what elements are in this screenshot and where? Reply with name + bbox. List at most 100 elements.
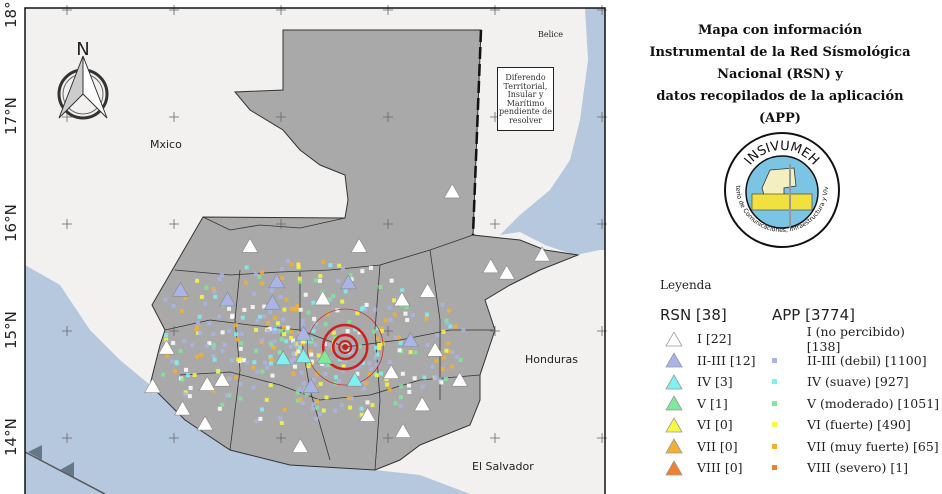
app-point <box>268 383 273 388</box>
app-point <box>299 370 304 375</box>
app-point <box>217 277 222 282</box>
app-point <box>292 364 297 369</box>
app-point <box>303 292 308 297</box>
app-point <box>280 276 285 281</box>
graticule-cross <box>169 5 179 15</box>
app-point <box>220 348 225 353</box>
graticule-cross <box>276 219 286 229</box>
app-point <box>251 291 256 296</box>
lat-tick-label: 17°N <box>2 97 20 135</box>
graticule-crosses <box>62 5 607 443</box>
app-point <box>227 376 232 381</box>
station-triangle <box>157 339 176 355</box>
app-point <box>251 385 256 390</box>
station-triangle <box>196 415 214 431</box>
graticule-cross <box>62 326 72 336</box>
app-point <box>300 323 305 328</box>
app-point <box>326 297 331 302</box>
app-point <box>211 343 216 348</box>
app-point <box>244 265 249 270</box>
station-triangle <box>241 237 259 253</box>
app-point <box>374 362 379 367</box>
app-point <box>199 352 204 357</box>
app-point <box>323 371 328 376</box>
app-point <box>270 373 275 378</box>
app-point <box>378 284 383 289</box>
station-triangle <box>346 371 364 387</box>
app-point <box>278 416 283 421</box>
app-point <box>379 329 384 334</box>
legend-square-icon <box>772 422 777 428</box>
app-point <box>227 306 232 311</box>
app-point <box>164 337 169 342</box>
app-point <box>346 395 351 400</box>
app-point <box>379 371 384 376</box>
app-point <box>396 335 401 340</box>
app-point <box>293 351 298 356</box>
app-point <box>311 406 316 411</box>
app-point <box>297 279 302 284</box>
app-point <box>266 320 271 325</box>
app-point <box>342 358 347 363</box>
app-point <box>213 294 218 299</box>
app-point <box>280 266 285 271</box>
app-point <box>450 350 455 355</box>
app-point <box>403 311 408 316</box>
app-point <box>187 394 192 399</box>
app-point <box>296 349 301 354</box>
app-point <box>315 399 320 404</box>
app-point <box>291 338 296 343</box>
north-label: N <box>76 39 89 60</box>
title-line: (APP) <box>759 111 801 126</box>
app-point <box>192 373 197 378</box>
graticule-cross <box>169 433 179 443</box>
station-triangle <box>359 406 377 422</box>
app-point <box>439 380 444 385</box>
legend-row: I [22] I (no percibido) [138] <box>660 324 942 354</box>
app-point <box>180 377 185 382</box>
app-point <box>282 307 287 312</box>
app-point <box>304 392 309 397</box>
app-point <box>374 373 379 378</box>
app-point <box>282 332 287 337</box>
app-point <box>335 308 340 313</box>
app-point <box>367 372 372 377</box>
app-point <box>291 371 296 376</box>
app-point <box>233 323 238 328</box>
app-point <box>212 357 217 362</box>
app-point <box>340 266 345 271</box>
legend-row: IV [3] IV (suave) [927] <box>660 371 942 393</box>
title-line: Nacional (RSN) y <box>717 67 843 82</box>
app-point <box>230 358 235 363</box>
graticule-cross <box>276 433 286 443</box>
app-point <box>444 318 449 323</box>
app-point <box>441 355 446 360</box>
app-point <box>400 371 405 376</box>
legend-triangle-icon <box>665 395 683 411</box>
app-point <box>430 364 435 369</box>
app-point <box>316 353 321 358</box>
app-point <box>398 395 403 400</box>
station-triangle <box>316 349 334 365</box>
legend-app-label: VII (muy fuerte) [65] <box>807 438 939 454</box>
legend-app-label: V (moderado) [1051] <box>807 395 940 411</box>
app-point <box>440 367 445 372</box>
app-point <box>260 369 265 374</box>
legend-app-label: II-III (debil) [1100] <box>807 352 927 368</box>
app-point <box>272 316 277 321</box>
app-point <box>412 376 417 381</box>
app-point <box>333 336 338 341</box>
app-point <box>182 392 187 397</box>
app-point <box>300 318 305 323</box>
app-point <box>178 348 183 353</box>
app-point <box>357 330 362 335</box>
app-point <box>433 375 438 380</box>
app-point <box>325 362 330 367</box>
app-point <box>410 313 415 318</box>
app-point <box>164 333 169 338</box>
legend-square-icon <box>772 400 777 406</box>
app-point <box>354 366 359 371</box>
app-point <box>220 330 225 335</box>
rsn-stations <box>144 183 551 453</box>
app-point <box>374 345 379 350</box>
